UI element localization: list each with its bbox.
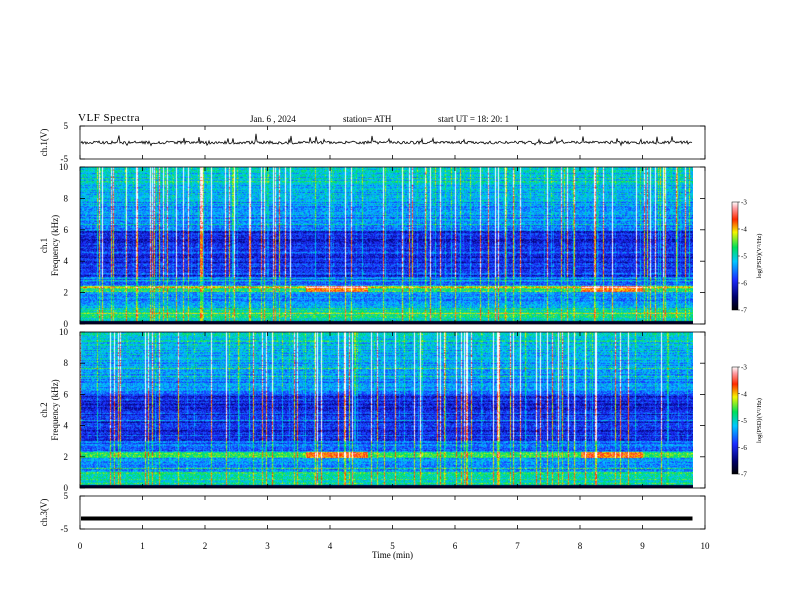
y-tick-label: 10 bbox=[59, 327, 69, 337]
y-axis-label: ch.1 bbox=[39, 238, 49, 253]
y-axis-label: ch.2 bbox=[39, 402, 49, 417]
station-label: station= ATH bbox=[343, 114, 392, 124]
y-axis-label: Frequency (kHz) bbox=[50, 379, 60, 440]
spectrogram-image-ch2 bbox=[80, 332, 693, 488]
y-axis-label: ch.1(V) bbox=[39, 129, 49, 157]
colorbar-tick-label: -4 bbox=[741, 226, 747, 234]
x-tick-label: 1 bbox=[140, 541, 145, 551]
y-tick-label: 10 bbox=[59, 162, 69, 172]
y-tick-label: 4 bbox=[64, 256, 69, 266]
y-tick-label: 6 bbox=[64, 225, 69, 235]
y-tick-label: 0 bbox=[64, 483, 69, 493]
y-tick-label: -5 bbox=[61, 154, 69, 164]
x-tick-label: 8 bbox=[578, 541, 583, 551]
x-tick-label: 2 bbox=[203, 541, 208, 551]
spectrogram-image-ch1 bbox=[80, 167, 693, 324]
x-tick-label: 9 bbox=[640, 541, 645, 551]
y-tick-label: 6 bbox=[64, 389, 69, 399]
x-tick-label: 5 bbox=[390, 541, 395, 551]
panel-frame-0 bbox=[79, 125, 706, 160]
y-tick-label: -5 bbox=[61, 524, 69, 534]
x-axis-label: Time (min) bbox=[372, 550, 413, 560]
y-tick-label: 2 bbox=[64, 288, 69, 298]
y-tick-label: 2 bbox=[64, 452, 69, 462]
start-time-label: start UT = 18: 20: 1 bbox=[438, 114, 510, 124]
x-tick-label: 10 bbox=[701, 541, 711, 551]
colorbar-ch2 bbox=[731, 366, 739, 475]
y-tick-label: 5 bbox=[64, 121, 69, 131]
colorbar-tick-label: -4 bbox=[741, 390, 747, 398]
colorbar-tick-label: -3 bbox=[741, 364, 747, 372]
colorbar-tick-label: -6 bbox=[741, 280, 747, 288]
colorbar-tick-label: -5 bbox=[741, 417, 747, 425]
date-label: Jan. 6 , 2024 bbox=[250, 114, 296, 124]
x-tick-label: 4 bbox=[328, 541, 333, 551]
y-tick-label: 8 bbox=[64, 193, 69, 203]
chart-title: VLF Spectra bbox=[78, 112, 141, 124]
colorbar-tick-label: -6 bbox=[741, 444, 747, 452]
colorbar-label: log(PSD)(V²/Hz) bbox=[756, 398, 763, 443]
colorbar-ch1 bbox=[731, 201, 739, 311]
colorbar-tick-label: -5 bbox=[741, 253, 747, 261]
colorbar-label: log(PSD)(V²/Hz) bbox=[756, 234, 763, 279]
y-axis-label: ch.3(V) bbox=[39, 499, 49, 527]
y-tick-label: 4 bbox=[64, 421, 69, 431]
colorbar-tick-label: -7 bbox=[741, 471, 747, 479]
ch1-waveform-trace bbox=[80, 133, 693, 147]
y-tick-label: 8 bbox=[64, 358, 69, 368]
panel-frame-3 bbox=[79, 495, 706, 530]
y-tick-label: 0 bbox=[64, 319, 69, 329]
x-tick-label: 7 bbox=[515, 541, 520, 551]
y-axis-label: Frequency (kHz) bbox=[50, 215, 60, 276]
x-tick-label: 6 bbox=[453, 541, 458, 551]
colorbar-tick-label: -3 bbox=[741, 199, 747, 207]
x-tick-label: 3 bbox=[265, 541, 270, 551]
colorbar-tick-label: -7 bbox=[741, 307, 747, 315]
y-tick-label: 5 bbox=[64, 491, 69, 501]
x-tick-label: 0 bbox=[78, 541, 83, 551]
